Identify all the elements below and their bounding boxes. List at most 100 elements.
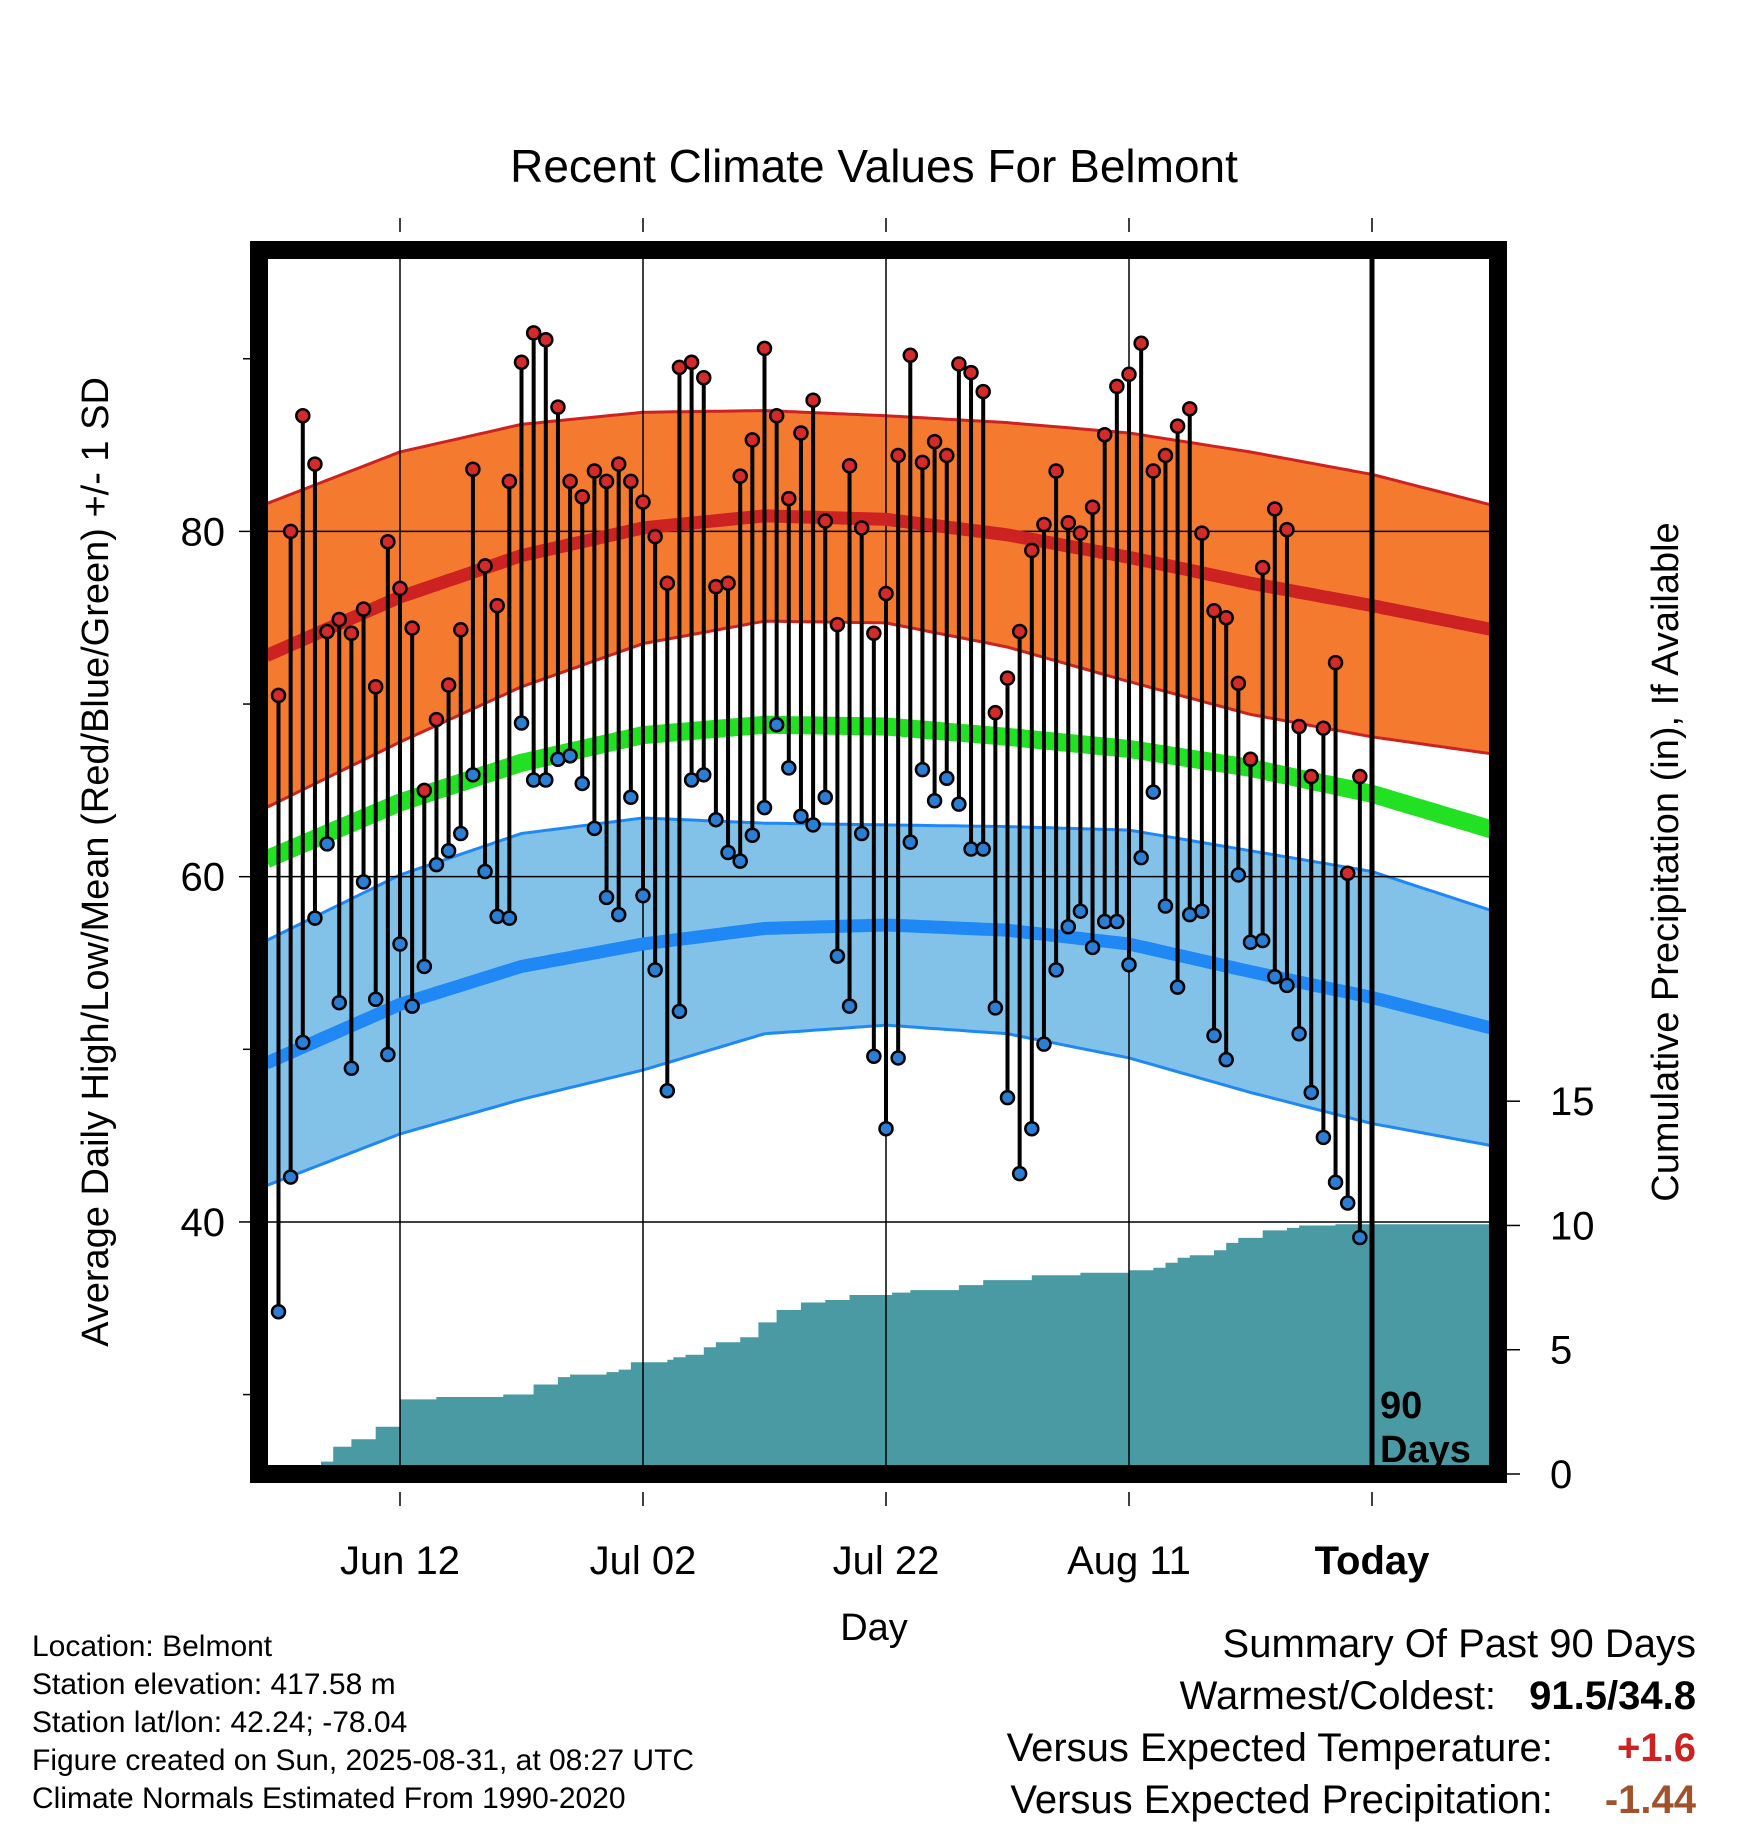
daily-low-point (477, 863, 493, 880)
daily-high-point (963, 364, 979, 381)
daily-high-point (683, 354, 700, 370)
daily-low-point (999, 1089, 1016, 1106)
daily-low-point (1133, 849, 1149, 866)
daily-low-point (343, 1060, 360, 1077)
daily-low-point (975, 841, 991, 857)
daily-high-point (574, 489, 590, 505)
daily-high-point (1327, 654, 1344, 671)
daily-low-point (720, 844, 736, 861)
daily-high-point (1169, 418, 1186, 434)
daily-high-point (805, 392, 821, 408)
daily-low-point (793, 808, 809, 825)
daily-low-point (610, 906, 627, 923)
daily-high-point (1024, 542, 1040, 559)
daily-low-point (1279, 977, 1295, 994)
daily-high-point (732, 468, 748, 484)
daily-low-point (1218, 1051, 1234, 1068)
normal-high-line (263, 509, 1495, 662)
daily-low-point (1267, 969, 1283, 985)
daily-low-point (367, 991, 384, 1007)
daily-low-point (465, 767, 481, 783)
y-right-tick-label: 15 (1550, 1080, 1595, 1124)
daily-high-point (380, 534, 396, 550)
daily-high-point (610, 456, 627, 472)
daily-high-point (1036, 516, 1052, 533)
daily-high-point (270, 687, 287, 704)
daily-low-point (781, 760, 797, 776)
daily-high-point (598, 473, 615, 490)
daily-high-point (586, 463, 603, 479)
daily-low-point (841, 998, 858, 1014)
daily-low-point (1230, 867, 1247, 883)
y-left-tick-label: 80 (181, 510, 226, 554)
daily-high-point (1352, 768, 1368, 785)
daily-high-point (1011, 623, 1028, 640)
daily-high-point (453, 622, 469, 638)
daily-low-point (574, 775, 590, 792)
daily-high-point (926, 433, 943, 450)
window-label-days: Days (1380, 1429, 1471, 1471)
y-right-tick-label: 5 (1550, 1329, 1572, 1373)
daily-low-point (1206, 1027, 1222, 1044)
daily-low-point (513, 715, 530, 731)
daily-high-point (295, 407, 311, 424)
daily-low-point (270, 1303, 287, 1320)
daily-low-point (926, 792, 943, 809)
daily-high-point (331, 611, 347, 628)
daily-high-point (1133, 335, 1149, 351)
daily-low-point (902, 834, 919, 850)
daily-high-point (1291, 718, 1307, 735)
daily-high-point (1242, 751, 1259, 768)
daily-low-point (453, 825, 469, 842)
daily-high-point (987, 704, 1004, 721)
y-left-axis-label: Average Daily High/Low/Mean (Red/Blue/Gr… (75, 377, 117, 1347)
daily-high-point (939, 447, 955, 464)
daily-high-point (307, 456, 323, 472)
daily-low-point (489, 908, 505, 925)
daily-high-point (890, 447, 906, 464)
x-tick-label: Jun 12 (340, 1539, 460, 1583)
daily-low-point (1036, 1036, 1052, 1052)
summary-precip-value: -1.44 (1604, 1778, 1696, 1822)
daily-low-point (647, 962, 663, 978)
y-right-axis-label: Cumulative Precipitation (in), If Availa… (1645, 522, 1687, 1201)
daily-high-point (999, 670, 1016, 686)
x-tick-label: Aug 11 (1067, 1539, 1191, 1583)
daily-low-point (392, 936, 408, 952)
daily-high-point (1048, 463, 1064, 479)
daily-low-point (1315, 1129, 1332, 1146)
daily-low-point (598, 889, 615, 906)
daily-low-point (404, 998, 420, 1014)
plot-frame (250, 241, 1507, 1483)
daily-low-point (428, 856, 445, 873)
daily-low-point (440, 843, 457, 859)
daily-low-point (282, 1169, 299, 1185)
daily-high-point (501, 473, 518, 490)
daily-high-point (817, 513, 833, 529)
daily-low-point (696, 767, 712, 783)
summary-warmest-label: Warmest/Coldest: (1179, 1674, 1497, 1718)
daily-high-point (343, 625, 360, 642)
y-left-tick-label: 60 (181, 856, 226, 900)
daily-high-point (623, 473, 639, 490)
daily-high-point (1157, 447, 1174, 464)
daily-high-point (793, 425, 809, 441)
y-left-tick-label: 40 (181, 1201, 226, 1245)
daily-low-point (331, 994, 347, 1011)
daily-high-point (1230, 675, 1247, 692)
daily-low-point (1048, 962, 1064, 978)
x-axis-label: Day (840, 1607, 908, 1649)
daily-low-point (768, 717, 785, 733)
daily-low-point (1024, 1120, 1040, 1137)
y-right-tick-label: 10 (1550, 1204, 1595, 1248)
daily-low-point (1303, 1084, 1319, 1101)
daily-low-point (939, 770, 955, 787)
daily-low-point (1352, 1229, 1368, 1246)
daily-low-point (562, 748, 578, 764)
daily-low-point (1011, 1165, 1028, 1182)
daily-low-point (1327, 1174, 1344, 1190)
daily-high-point (319, 623, 335, 640)
daily-high-point (1072, 525, 1089, 541)
daily-high-point (392, 580, 408, 597)
daily-high-point (841, 458, 858, 474)
